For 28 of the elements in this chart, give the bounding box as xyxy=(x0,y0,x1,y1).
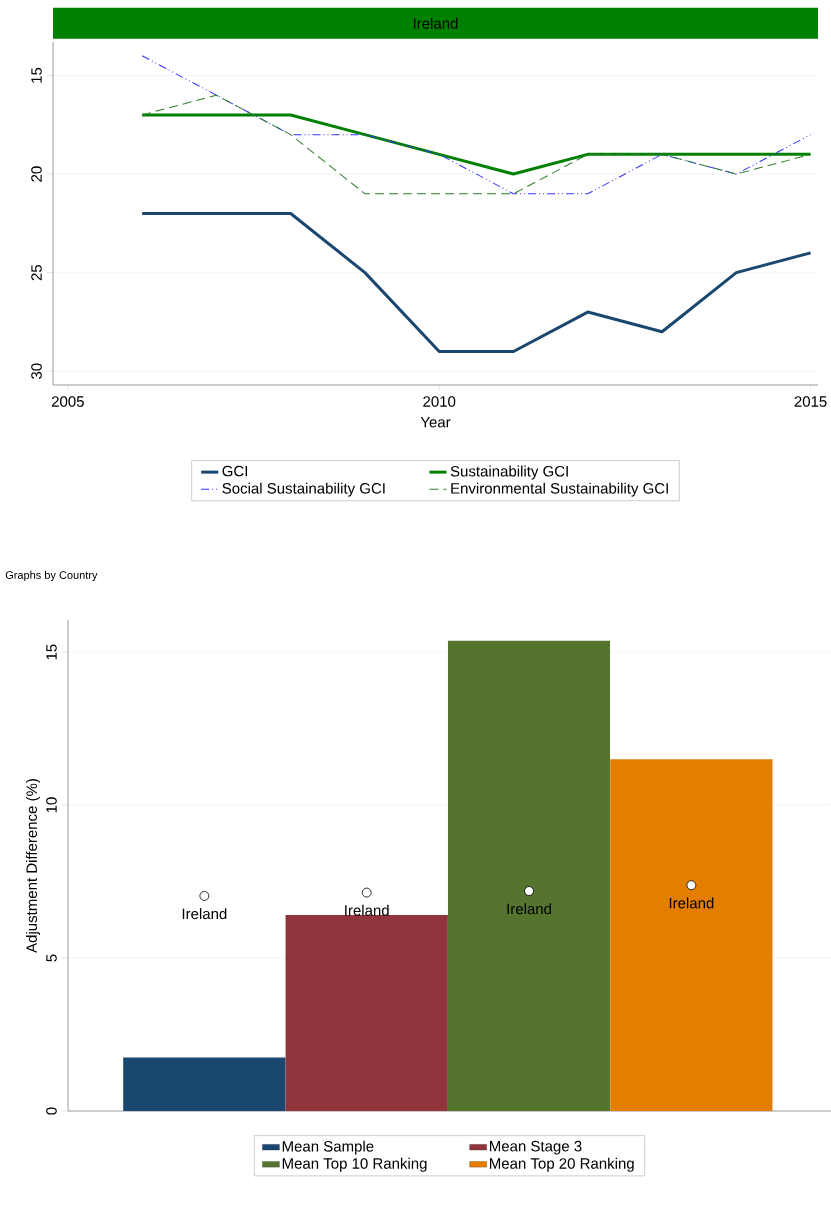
y-tick-label: 20 xyxy=(31,166,42,182)
text: Graphs by Country xyxy=(5,570,98,582)
x-tick-label: 2015 xyxy=(794,396,827,407)
x-tick-label: 2010 xyxy=(423,396,456,407)
x-tick-label: 2005 xyxy=(51,396,84,407)
legend-label: Social Sustainability GCI xyxy=(222,482,385,497)
annotation: Ireland xyxy=(507,903,551,915)
legend-label: Sustainability GCI xyxy=(450,465,568,480)
legend-label: Mean Sample xyxy=(282,1140,374,1155)
legend-label: Environmental Sustainability GCI xyxy=(451,482,668,497)
legend-label: Mean Top 10 Ranking xyxy=(282,1157,427,1172)
legend-label: GCI xyxy=(222,465,248,477)
y-tick-label: 10 xyxy=(46,797,57,813)
annotation: Ireland xyxy=(669,897,714,909)
x-axis-title: Year xyxy=(420,417,451,428)
y-tick-label: 0 xyxy=(46,1107,57,1115)
y-tick-label: 5 xyxy=(46,954,57,962)
y-axis-title: Adjustment Difference (%) xyxy=(26,779,40,953)
annotation: Ireland xyxy=(182,908,227,920)
line-series xyxy=(141,55,812,195)
y-tick-label: 15 xyxy=(31,67,42,83)
legend-label: Mean Stage 3 xyxy=(489,1140,582,1155)
legend-label: Mean Top 20 Ranking xyxy=(489,1157,634,1172)
y-tick-label: 15 xyxy=(46,644,57,660)
chart-title: Ireland xyxy=(413,17,458,29)
y-tick-label: 30 xyxy=(31,363,42,379)
annotation: Ireland xyxy=(345,904,389,916)
y-tick-label: 25 xyxy=(31,264,42,281)
